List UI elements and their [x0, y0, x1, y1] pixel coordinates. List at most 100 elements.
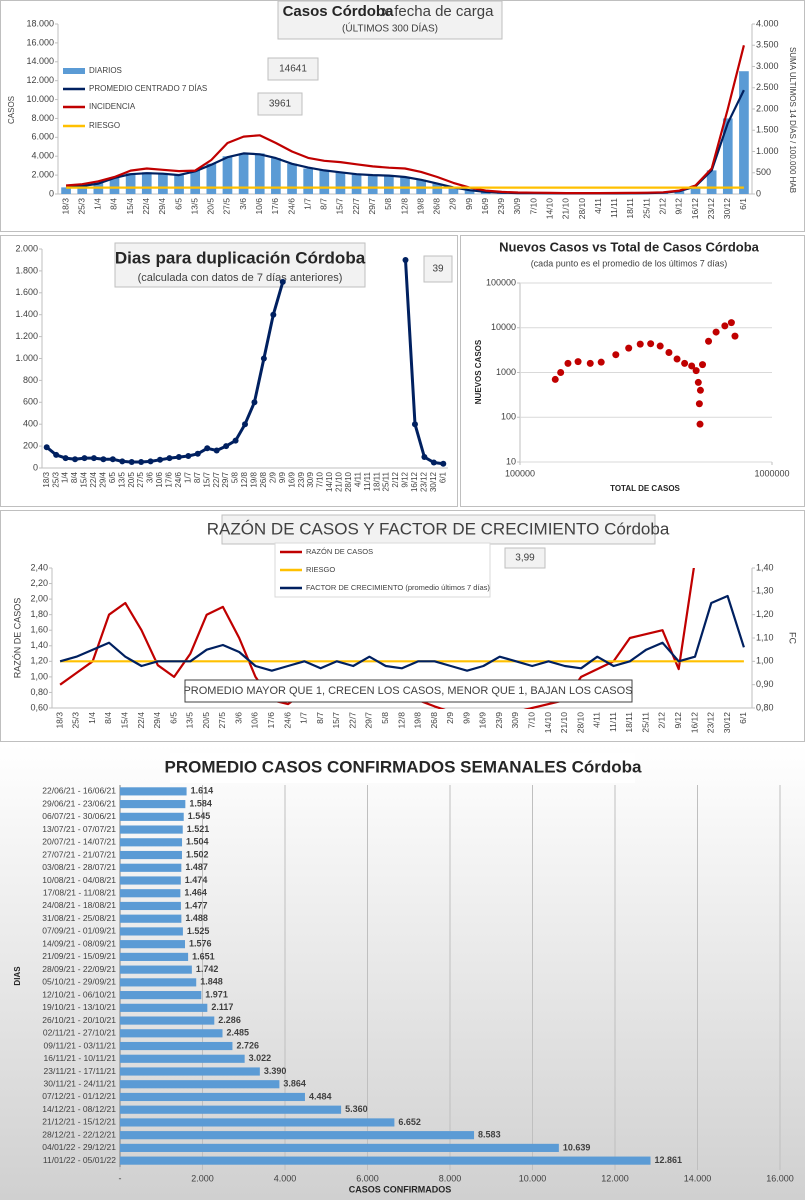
x-tick-label: 23/9 [496, 198, 506, 215]
x-tick-label: 17/6 [270, 198, 280, 215]
x-tick-label: 27/5 [136, 471, 145, 487]
chart-title: RAZÓN DE CASOS Y FACTOR DE CRECIMIENTO C… [207, 519, 670, 538]
bar [120, 914, 182, 923]
bar [120, 825, 183, 834]
legend-label: DIARIOS [89, 66, 122, 75]
point [574, 358, 582, 366]
bar [238, 153, 249, 194]
value-label: 1.651 [192, 951, 215, 961]
marker [402, 256, 409, 263]
x-tick-label: 27/5 [217, 712, 227, 729]
x-tick-label: 16/9 [287, 471, 296, 487]
marker [119, 458, 126, 465]
point [696, 420, 704, 428]
x-tick-label: 21/10 [559, 712, 569, 734]
x-tick-label: 21/10 [335, 471, 344, 492]
x-tick-label: 26/8 [432, 198, 442, 215]
bar [120, 800, 186, 809]
x-tick-label: 8.000 [439, 1173, 462, 1183]
y2-tick-label: 1,00 [756, 656, 774, 666]
x-tick-label: 8/4 [70, 471, 79, 483]
x-tick-label: 22/4 [141, 198, 151, 215]
marker [213, 447, 220, 454]
y-tick-label: 22/06/21 - 16/06/21 [42, 786, 116, 796]
y-tick-label: 1,00 [30, 671, 48, 681]
value-label: 1.504 [186, 837, 209, 847]
y-tick-label: 1,20 [30, 656, 48, 666]
bar [351, 174, 362, 194]
bar [706, 170, 717, 194]
title-box [114, 242, 366, 288]
chart-title: Dias para duplicación Córdoba [115, 248, 366, 267]
point [699, 361, 707, 369]
y2-tick-label: 1.500 [756, 125, 779, 135]
point [625, 344, 633, 352]
bar [120, 1080, 280, 1089]
point [612, 351, 620, 359]
bar [120, 1041, 233, 1051]
y-tick-label: 800 [23, 375, 38, 385]
point [695, 400, 703, 408]
x-tick-label: 2/9 [268, 471, 277, 483]
bar [400, 177, 410, 194]
point [656, 342, 664, 350]
bar [303, 168, 314, 194]
x-tick-label: 2/9 [445, 712, 455, 724]
bar [690, 186, 701, 194]
x-tick-label: 29/4 [152, 712, 162, 729]
value-label: 1.576 [189, 939, 212, 949]
x-tick-label: 13/5 [189, 198, 199, 215]
x-tick-label: - [119, 1173, 122, 1183]
x-tick-label: 14.000 [684, 1173, 712, 1183]
x-tick-label: 13/5 [185, 712, 195, 729]
value-label: 1.525 [187, 926, 210, 936]
y-tick-label: 29/06/21 - 23/06/21 [42, 798, 116, 808]
x-tick-label: 9/12 [401, 471, 410, 487]
x-tick-label: 1/4 [61, 471, 70, 483]
bar [120, 1016, 215, 1025]
x-tick-label: 9/12 [674, 198, 684, 215]
value-label: 1.477 [185, 900, 208, 910]
x-tick-label: 1/7 [302, 198, 312, 210]
y-axis-label: DIAS [13, 966, 22, 986]
value-label: 1.487 [185, 862, 208, 872]
y2-tick-label: 3.000 [756, 61, 779, 71]
bar [254, 153, 265, 194]
bar [120, 850, 182, 860]
x-tick-label: 7/10 [526, 712, 536, 729]
x-tick-label: 8/4 [103, 712, 113, 724]
x-tick-label: 23/12 [706, 712, 716, 734]
bar [120, 991, 202, 1000]
y-tick-label: 1.800 [15, 265, 38, 275]
x-tick-label: 29/7 [364, 712, 374, 729]
point [597, 358, 605, 366]
y-tick-label: 0,80 [30, 687, 48, 697]
bar [120, 838, 183, 847]
title-box [277, 0, 503, 40]
y2-tick-label: 4.000 [756, 18, 779, 28]
x-tick-label: 8/7 [193, 471, 202, 483]
x-tick-label: 16/12 [410, 471, 419, 492]
x-tick-label: 16/9 [478, 712, 488, 729]
y-tick-label: 04/01/22 - 29/12/21 [42, 1142, 116, 1152]
x-axis-label: CASOS CONFIRMADOS [349, 1184, 452, 1194]
bar [432, 183, 443, 194]
line [59, 594, 745, 672]
x-tick-label: 19/8 [413, 712, 423, 729]
x-tick-label: 15/7 [202, 471, 211, 487]
y-tick-label: 100000 [486, 277, 516, 287]
x-tick-label: 1/7 [299, 712, 309, 724]
y-tick-label: 21/12/21 - 15/12/21 [42, 1117, 116, 1127]
x-tick-label: 22/4 [136, 712, 146, 729]
x-tick-label: 16/12 [689, 712, 699, 734]
bar [120, 940, 186, 949]
x-tick-label: 15/4 [120, 712, 130, 729]
value-label: 1.584 [189, 798, 212, 808]
y-tick-label: 0 [49, 188, 54, 198]
x-tick-label: 14/10 [545, 198, 555, 220]
y-tick-label: 600 [23, 397, 38, 407]
bar [120, 1054, 245, 1063]
y-tick-label: 14/12/21 - 08/12/21 [42, 1104, 116, 1114]
y2-tick-label: 2.000 [756, 103, 779, 113]
marker [223, 443, 230, 450]
